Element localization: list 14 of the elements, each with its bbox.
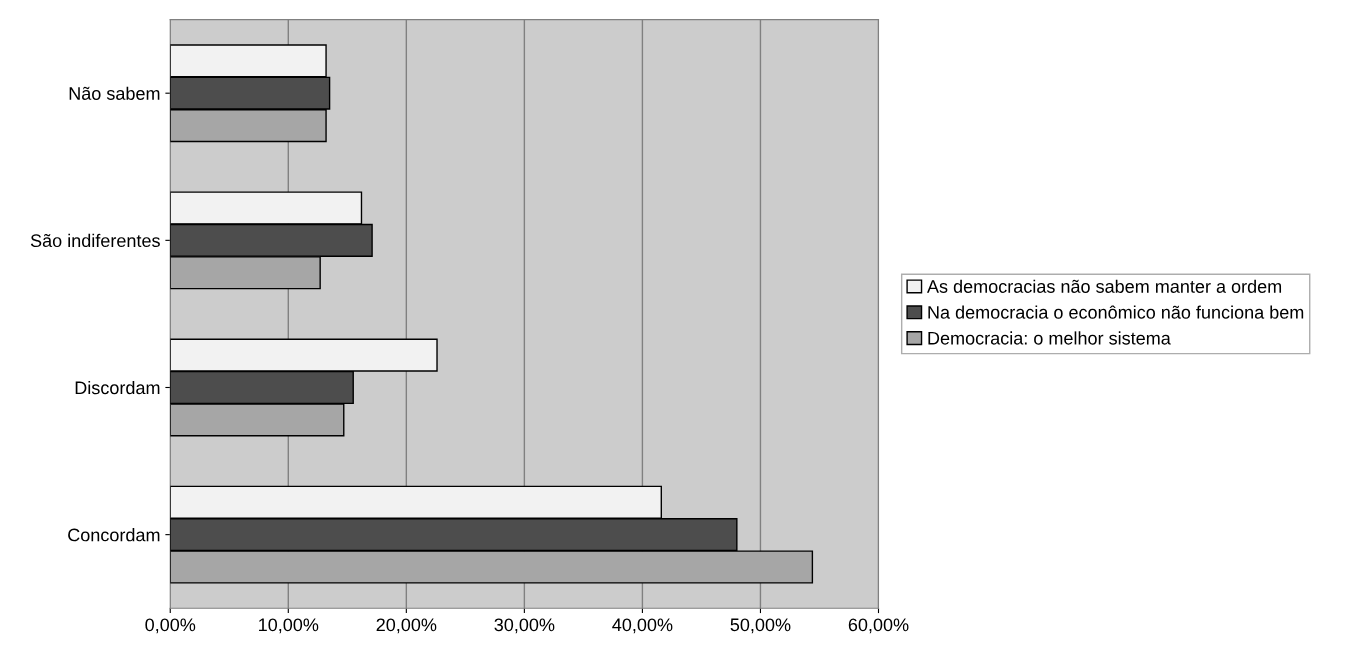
y-tick-label: Não sabem <box>69 86 160 100</box>
y-tick-label: São indiferentes <box>30 233 160 248</box>
y-tick-label: Concordam <box>68 528 160 542</box>
x-tick-label: 10,00% <box>259 618 319 634</box>
x-tick-label: 60,00% <box>848 618 909 634</box>
y-tick-label: Discordam <box>75 380 160 395</box>
x-tick-label: 0,00% <box>145 618 196 634</box>
legend-label: Na democracia o econômico não funciona bem <box>928 305 1304 319</box>
x-tick-label: 30,00% <box>494 618 555 634</box>
x-tick-label: 40,00% <box>612 618 673 634</box>
x-tick-label: 20,00% <box>376 618 437 634</box>
legend-label: Democracia: o melhor sistema <box>928 331 1171 345</box>
legend-label: As democracias não sabem manter a ordem <box>927 279 1282 293</box>
x-tick-label: 50,00% <box>730 618 791 634</box>
